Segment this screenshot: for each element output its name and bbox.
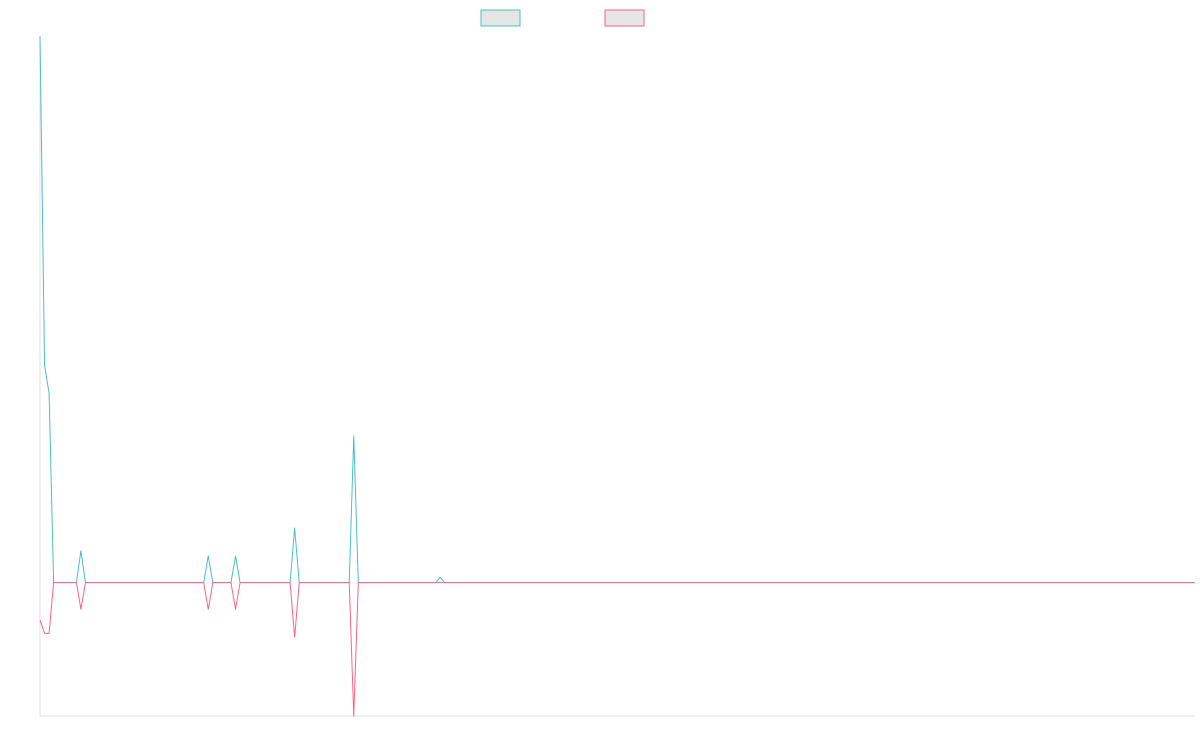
legend-swatch-2[interactable]: [604, 9, 645, 27]
series-line-2: [39, 582, 1195, 717]
legend: [480, 9, 645, 27]
series-line-1: [39, 35, 1195, 584]
series-layer: [39, 35, 1195, 717]
axes: [39, 36, 1195, 717]
legend-swatch-1[interactable]: [480, 9, 521, 27]
